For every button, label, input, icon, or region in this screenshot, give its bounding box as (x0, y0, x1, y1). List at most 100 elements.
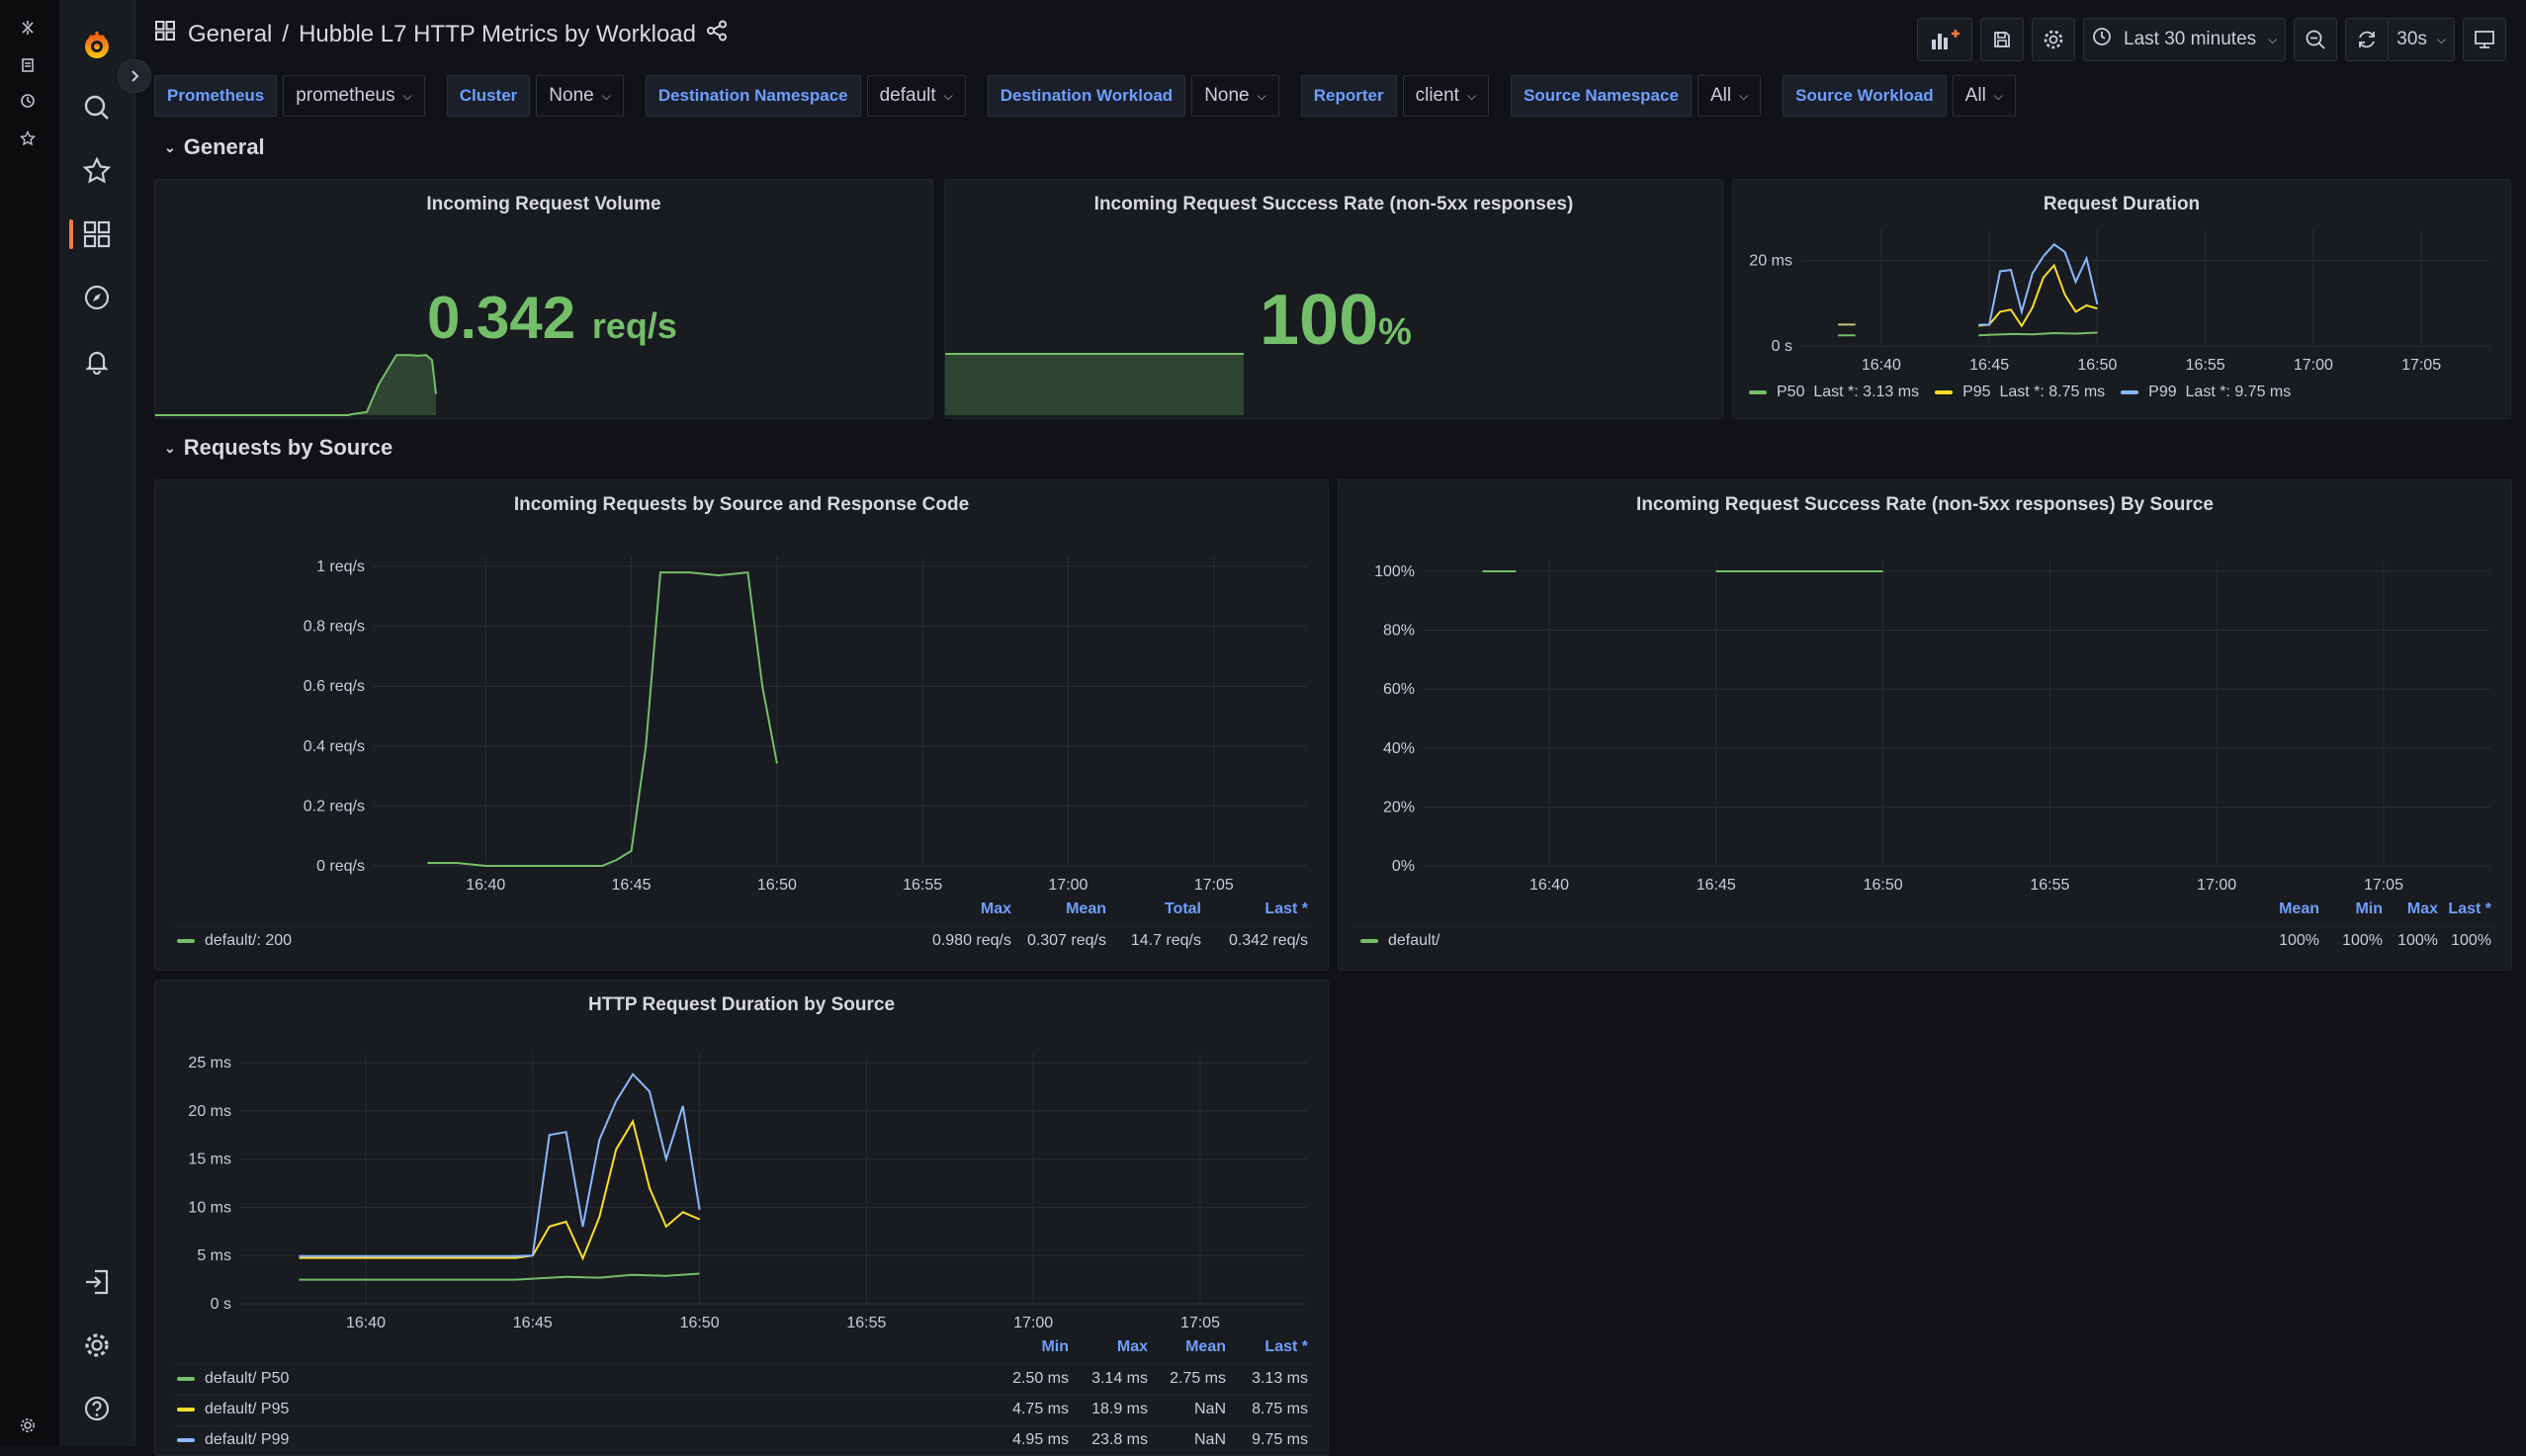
settings-small-icon[interactable] (16, 1413, 40, 1437)
x-tick-label: 17:00 (2197, 877, 2236, 894)
share-icon[interactable] (706, 20, 728, 48)
sparkline-fill (945, 354, 1244, 415)
dashboard-settings-button[interactable] (2032, 18, 2075, 61)
bookmark-star-icon[interactable] (16, 127, 40, 150)
x-tick-label: 16:40 (1529, 877, 1569, 894)
dashboard-title[interactable]: Hubble L7 HTTP Metrics by Workload (299, 20, 696, 47)
legend-series-name: default/ (1388, 932, 1440, 949)
series-line-default-200 (427, 571, 778, 867)
legend-stat-value: 4.95 ms (1012, 1431, 1069, 1448)
y-tick-label: 1 req/s (316, 558, 365, 575)
legend-column-header[interactable]: Max (2406, 900, 2438, 917)
legend-stat-value: 100% (2279, 932, 2319, 949)
zoom-out-button[interactable] (2294, 18, 2338, 61)
history-icon[interactable] (16, 89, 40, 113)
legend-stat-value: 0.307 req/s (1026, 932, 1106, 949)
panel-title[interactable]: Request Duration (2043, 194, 2201, 214)
x-tick-label: 16:40 (466, 877, 505, 894)
graph-legend: P50 Last *: 3.13 ms P95 Last *: 8.75 ms P9… (1749, 384, 2291, 401)
variable-select[interactable]: None ⌵ (536, 75, 624, 117)
legend-item[interactable]: P95 Last *: 8.75 ms (1935, 384, 2105, 401)
legend-column-header[interactable]: Last * (1264, 1338, 1308, 1355)
variable-select[interactable]: prometheus ⌵ (283, 75, 425, 117)
legend-row[interactable]: default/: 200 (177, 932, 292, 950)
legend-series-name: P99 (2148, 384, 2177, 400)
timeseries-graph: 16:40 16:45 16:50 16:55 17:00 17:05 0 s 20 ms (1749, 229, 2490, 374)
refresh-button[interactable] (2345, 18, 2390, 61)
variable-select[interactable]: None ⌵ (1191, 75, 1279, 117)
legend-column-header[interactable]: Mean (1185, 1338, 1226, 1355)
x-tick-label: 16:55 (2030, 877, 2069, 894)
y-tick-label: 0.2 req/s (304, 798, 365, 814)
legend-series-name: default/ P99 (205, 1431, 290, 1448)
document-icon[interactable] (16, 53, 40, 77)
series-line-default-p50 (299, 1272, 700, 1281)
help-icon[interactable] (59, 1384, 134, 1433)
variable-select[interactable]: client ⌵ (1402, 75, 1490, 117)
grafana-logo[interactable] (59, 20, 134, 69)
legend-stat-value: 8.75 ms (1252, 1401, 1308, 1417)
x-tick-label: 16:50 (680, 1315, 720, 1331)
search-icon[interactable] (59, 83, 134, 132)
refresh-interval-picker[interactable]: 30s ⌵ (2388, 18, 2455, 61)
y-tick-label: 0.8 req/s (304, 619, 365, 636)
legend-row[interactable]: default/ P99 (177, 1431, 289, 1449)
y-tick-label: 5 ms (197, 1247, 231, 1264)
x-tick-label: 16:45 (1969, 357, 2009, 374)
legend-row-divider (1354, 926, 2495, 927)
legend-column-header[interactable]: Mean (1066, 900, 1106, 917)
alerting-bell-icon[interactable] (59, 336, 134, 385)
legend-column-header[interactable]: Total (1164, 900, 1201, 917)
panel-incoming-request-success-rate: Incoming Request Success Rate (non-5xx r… (944, 179, 1723, 419)
legend-row[interactable]: default/ P95 (177, 1401, 289, 1418)
legend-column-header[interactable]: Last * (2448, 900, 2491, 917)
legend-column-header[interactable]: Max (1116, 1338, 1148, 1355)
variable-select[interactable]: All ⌵ (1697, 75, 1762, 117)
chevron-down-icon: ⌄ (164, 138, 176, 155)
legend-row-divider (171, 1364, 1312, 1365)
row-general-header[interactable]: ⌄ General (164, 134, 265, 160)
legend-series-name: P95 (1962, 384, 1991, 400)
panel-title[interactable]: Incoming Requests by Source and Response… (513, 494, 970, 515)
y-tick-label: 10 ms (188, 1199, 231, 1216)
explore-compass-icon[interactable] (59, 273, 134, 322)
row-requests-by-source-header[interactable]: ⌄ Requests by Source (164, 435, 392, 461)
sidebar-expand-button[interactable] (118, 59, 151, 93)
save-dashboard-button[interactable] (1980, 18, 2024, 61)
starred-icon[interactable] (59, 146, 134, 196)
panel-title[interactable]: Incoming Request Volume (426, 194, 661, 214)
legend-swatch (1749, 389, 1767, 394)
chevron-down-icon: ⌵ (601, 88, 611, 103)
variable-select[interactable]: default ⌵ (866, 75, 966, 117)
extension-icon[interactable] (16, 16, 40, 40)
chevron-down-icon: ⌵ (1257, 88, 1266, 103)
legend-item[interactable]: P50 Last *: 3.13 ms (1749, 384, 1919, 401)
x-tick-label: 16:45 (1697, 877, 1736, 894)
panel-title[interactable]: Incoming Request Success Rate (non-5xx r… (1636, 494, 2214, 515)
variable-select[interactable]: All ⌵ (1952, 75, 2016, 117)
legend-column-header[interactable]: Min (2355, 900, 2383, 917)
sign-in-icon[interactable] (59, 1257, 134, 1307)
variable-label: Prometheus (154, 75, 278, 117)
template-variables-bar: Prometheus prometheus ⌵ Cluster None ⌵ Destina… (154, 75, 2038, 117)
legend-item[interactable]: P99 Last *: 9.75 ms (2121, 384, 2291, 401)
legend-row-divider (171, 1395, 1312, 1396)
variable-label: Cluster (446, 75, 531, 117)
legend-row[interactable]: default/ (1360, 932, 1439, 950)
breadcrumb-folder-link[interactable]: General (188, 20, 273, 47)
configuration-gear-icon[interactable] (59, 1321, 134, 1370)
variable-label: Destination Namespace (645, 75, 861, 117)
panel-title[interactable]: Incoming Request Success Rate (non-5xx r… (1093, 194, 1574, 214)
dashboards-icon[interactable] (59, 210, 134, 259)
legend-column-header[interactable]: Min (1041, 1338, 1069, 1355)
add-panel-button[interactable] (1917, 18, 1972, 61)
legend-column-header[interactable]: Last * (1264, 900, 1308, 917)
legend-column-header[interactable]: Mean (2279, 900, 2319, 917)
tv-mode-button[interactable] (2463, 18, 2506, 61)
x-tick-label: 17:05 (2401, 357, 2441, 374)
x-tick-label: 16:50 (2077, 357, 2117, 374)
legend-column-header[interactable]: Max (980, 900, 1011, 917)
legend-row[interactable]: default/ P50 (177, 1370, 289, 1388)
time-picker-button[interactable]: Last 30 minutes ⌵ (2083, 18, 2287, 61)
panel-title[interactable]: HTTP Request Duration by Source (587, 994, 896, 1015)
